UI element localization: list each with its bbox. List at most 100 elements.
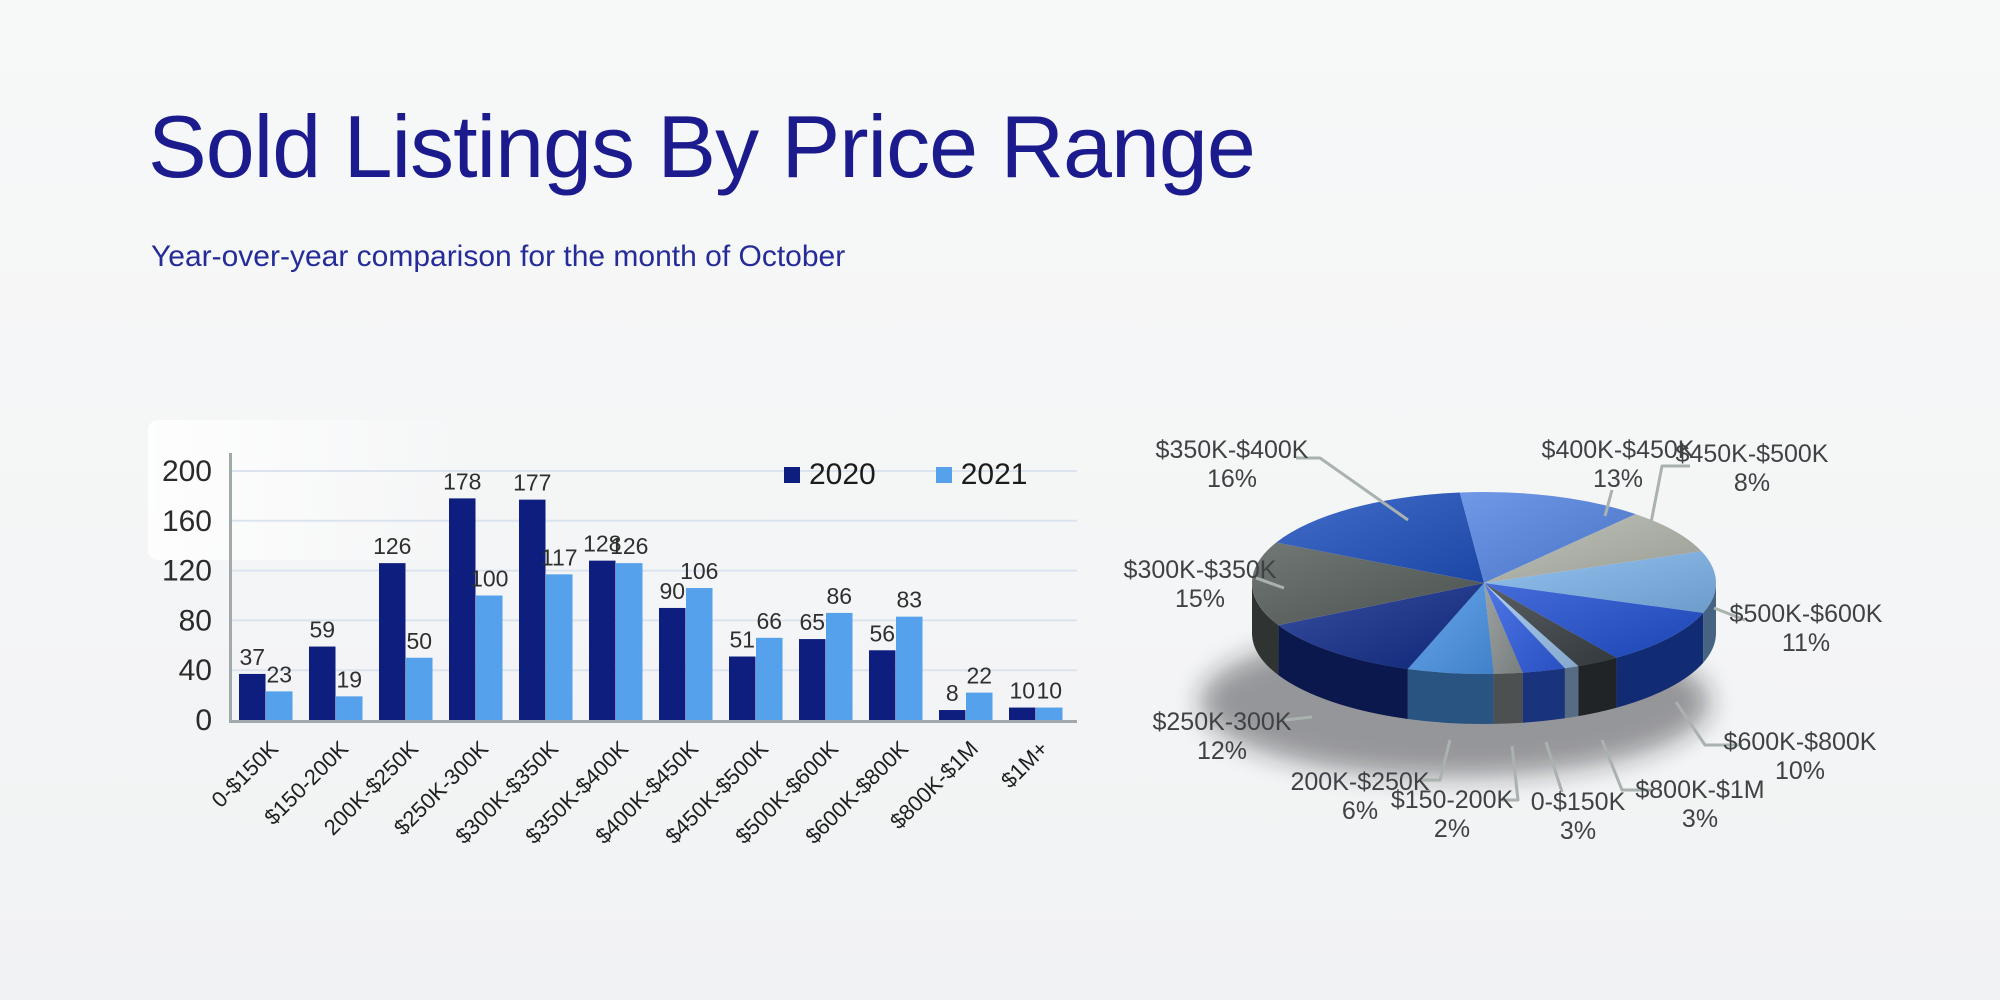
pie-slice-wall-$1M+ bbox=[1564, 666, 1579, 719]
pie-chart bbox=[1200, 456, 1746, 802]
y-axis-tick-label: 0 bbox=[195, 704, 212, 737]
pie-slice-label-$250K-300K: $250K-300K 12% bbox=[1152, 708, 1291, 766]
bar-value-label: 23 bbox=[266, 661, 292, 687]
bar-2020-$300K-$350K bbox=[519, 499, 546, 720]
pie-leader-line-$250K-300K bbox=[1284, 715, 1313, 722]
pie-label-range: $800K-$1M bbox=[1635, 776, 1765, 804]
bar-2021-$150-200K bbox=[336, 696, 363, 720]
pie-slice-wall-$500K-$600K bbox=[1703, 583, 1716, 663]
page-subtitle: Year-over-year comparison for the month … bbox=[151, 240, 846, 273]
pie-label-range: 0-$150K bbox=[1530, 788, 1626, 816]
pie-label-percent: 10% bbox=[1774, 757, 1826, 785]
pie-label-percent: 12% bbox=[1196, 737, 1248, 765]
bar-chart-background-card bbox=[148, 420, 478, 560]
y-axis-tick-label: 120 bbox=[162, 555, 212, 588]
pie-slice-wall-$150-200K bbox=[1493, 672, 1523, 724]
legend-swatch-2021 bbox=[935, 467, 952, 483]
bar-value-label: 100 bbox=[470, 566, 508, 592]
pie-slice-label-$350K-$400K: $350K-$400K 16% bbox=[1156, 436, 1309, 494]
bar-2020-$600K-$800K bbox=[869, 650, 896, 720]
y-axis-tick-label: 200 bbox=[162, 455, 212, 488]
bar-chart: 0408012016020037230-$150K5919$150-200K12… bbox=[162, 453, 1077, 849]
pie-slice-wall-$300K-$350K bbox=[1252, 583, 1279, 676]
bar-2020-$350K-$400K bbox=[589, 560, 616, 720]
y-axis-tick-label: 80 bbox=[179, 604, 212, 637]
pie-leader-line-$150-200K bbox=[1502, 745, 1520, 802]
pie-slice-label-$300K-$350K: $300K-$350K 15% bbox=[1124, 556, 1277, 614]
bar-value-label: 90 bbox=[659, 578, 685, 604]
pie-slice-$400K-$450K bbox=[1459, 492, 1636, 583]
bar-value-label: 19 bbox=[336, 666, 362, 692]
bar-2021-$1M+ bbox=[1036, 707, 1063, 720]
pie-slice-$1M+ bbox=[1484, 583, 1579, 669]
pie-slice-$350K-$400K bbox=[1276, 492, 1484, 583]
bar-value-label: 66 bbox=[756, 608, 782, 634]
bar-2021-$400K-$450K bbox=[686, 588, 713, 720]
pie-leader-line-$450K-$500K bbox=[1648, 464, 1690, 529]
pie-label-range: $250K-300K bbox=[1152, 708, 1292, 736]
pie-slice-wall-200K-$250K bbox=[1407, 668, 1494, 725]
pie-slice-wall-$600K-$800K bbox=[1616, 612, 1704, 708]
bar-2021-$350K-$400K bbox=[616, 563, 643, 720]
pie-label-range: $300K-$350K bbox=[1123, 556, 1277, 584]
pie-label-percent: 6% bbox=[1341, 797, 1379, 825]
bar-value-label: 106 bbox=[680, 558, 718, 584]
bar-value-label: 8 bbox=[946, 680, 959, 706]
pie-slice-$600K-$800K bbox=[1484, 583, 1704, 658]
pie-slice-label-$450K-$500K: $450K-$500K 8% bbox=[1676, 440, 1829, 498]
bar-value-label: 126 bbox=[373, 533, 411, 559]
pie-leader-line-$500K-$600K bbox=[1713, 606, 1746, 622]
bar-2021-$600K-$800K bbox=[896, 616, 923, 720]
legend-swatch-2020 bbox=[784, 467, 800, 483]
bar-2021-200K-$250K bbox=[406, 657, 433, 720]
bar-2020-200K-$250K bbox=[379, 563, 406, 720]
pie-label-range: $500K-$600K bbox=[1729, 600, 1883, 628]
bar-chart-legend: 2020 2021 bbox=[784, 458, 1028, 492]
bar-2020-$500K-$600K bbox=[799, 639, 826, 720]
bar-2020-$1M+ bbox=[1009, 707, 1036, 720]
bar-2021-$250K-300K bbox=[476, 595, 503, 720]
bar-value-label: 59 bbox=[309, 617, 335, 643]
legend-item-2021: 2021 bbox=[935, 458, 1028, 492]
bar-value-label: 50 bbox=[406, 628, 432, 654]
pie-leader-line-$300K-$350K bbox=[1255, 576, 1285, 590]
bar-value-label: 83 bbox=[896, 587, 922, 613]
pie-label-range: $350K-$400K bbox=[1155, 436, 1309, 464]
pie-slice-$300K-$350K bbox=[1252, 542, 1484, 626]
pie-label-percent: 15% bbox=[1174, 585, 1226, 613]
pie-slice-$800K-$1M bbox=[1484, 583, 1617, 667]
pie-slice-wall-0-$150K bbox=[1522, 668, 1565, 723]
pie-label-range: $150-200K bbox=[1390, 786, 1514, 814]
bar-value-label: 65 bbox=[799, 609, 825, 635]
pie-label-percent: 2% bbox=[1433, 815, 1471, 843]
bar-2021-$450K-$500K bbox=[756, 637, 783, 720]
bar-value-label: 177 bbox=[513, 470, 551, 496]
pie-slice-label-$800K-$1M: $800K-$1M 3% bbox=[1635, 776, 1764, 834]
pie-slice-label-$150-200K: $150-200K 2% bbox=[1391, 786, 1513, 844]
page-title: Sold Listings By Price Range bbox=[148, 97, 1256, 196]
pie-label-percent: 11% bbox=[1781, 629, 1831, 657]
pie-leader-line-$350K-$400K bbox=[1296, 456, 1409, 522]
pie-slice-label-$600K-$800K: $600K-$800K 10% bbox=[1724, 728, 1877, 786]
pie-label-percent: 13% bbox=[1592, 465, 1644, 493]
bar-2020-$800K-$1M bbox=[939, 710, 966, 720]
pie-label-percent: 3% bbox=[1559, 817, 1597, 845]
y-axis-tick-label: 160 bbox=[162, 505, 212, 538]
bar-value-label: 128 bbox=[583, 531, 621, 557]
pie-label-range: $400K-$450K bbox=[1541, 436, 1695, 464]
bar-2020-$450K-$500K bbox=[729, 656, 756, 720]
pie-leader-line-$600K-$800K bbox=[1674, 701, 1742, 747]
bar-2020-$400K-$450K bbox=[659, 607, 686, 720]
pie-slice-0-$150K bbox=[1484, 583, 1565, 673]
pie-leader-line-$400K-$450K bbox=[1603, 489, 1614, 517]
pie-slice-label-$400K-$450K: $400K-$450K 13% bbox=[1542, 436, 1695, 494]
legend-label-2021: 2021 bbox=[960, 458, 1028, 491]
pie-slice-label-$500K-$600K: $500K-$600K 11% bbox=[1730, 600, 1883, 658]
bar-2020-$250K-300K bbox=[449, 498, 476, 720]
y-axis-tick-label: 40 bbox=[179, 654, 212, 687]
pie-slice-$150-200K bbox=[1484, 583, 1523, 674]
bar-value-label: 51 bbox=[729, 627, 755, 653]
bar-value-label: 37 bbox=[239, 644, 265, 670]
